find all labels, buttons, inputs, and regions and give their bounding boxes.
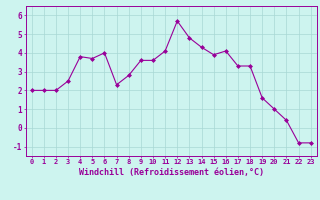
- X-axis label: Windchill (Refroidissement éolien,°C): Windchill (Refroidissement éolien,°C): [79, 168, 264, 177]
